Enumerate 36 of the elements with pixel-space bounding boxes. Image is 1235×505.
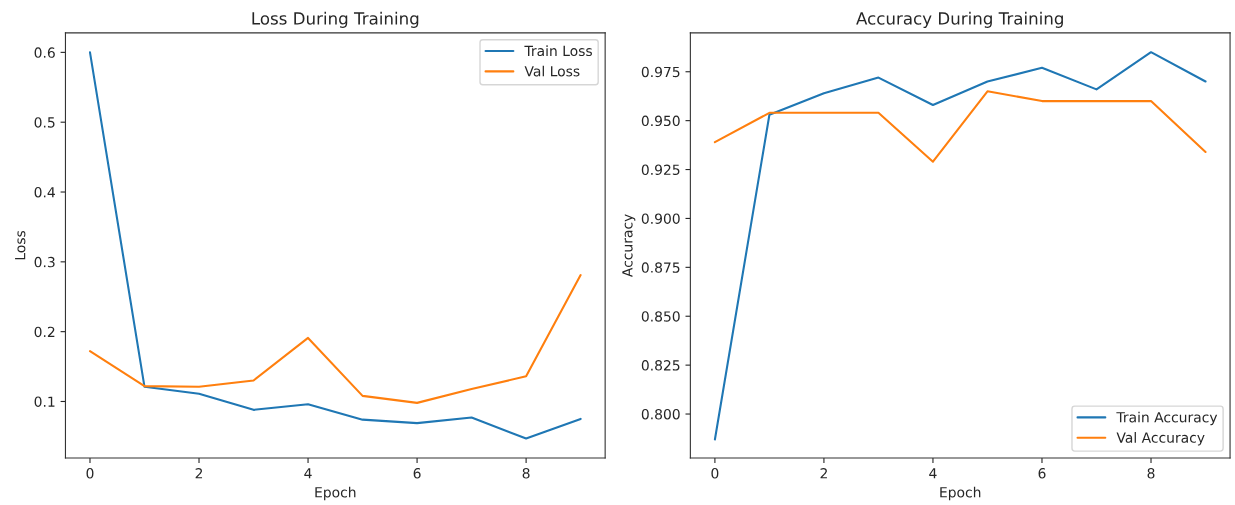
legend-label: Val Accuracy <box>1116 432 1205 446</box>
x-tick-label: 0 <box>86 468 94 479</box>
y-tick-label: 0.5 <box>34 117 55 128</box>
legend-label: Train Loss <box>524 45 592 57</box>
x-axis-title: Epoch <box>940 486 981 501</box>
x-tick-label: 6 <box>1038 468 1046 479</box>
y-tick-label: 0.2 <box>34 326 55 338</box>
legend-label: Val Loss <box>524 65 580 77</box>
y-tick-label: 0.1 <box>34 396 55 407</box>
y-tick-label: 0.950 <box>641 115 680 127</box>
y-tick-label: 0.4 <box>34 186 55 198</box>
x-tick-label: 4 <box>929 468 937 479</box>
y-axis-title: Accuracy <box>622 214 636 278</box>
y-tick-label: 0.825 <box>641 360 680 371</box>
y-tick-label: 0.800 <box>641 409 680 420</box>
x-tick-label: 8 <box>1147 468 1155 479</box>
x-tick-label: 6 <box>413 468 421 479</box>
x-tick-label: 2 <box>195 468 203 479</box>
chart-title: Accuracy During Training <box>856 11 1063 28</box>
y-axis-title: Loss <box>15 230 26 260</box>
y-tick-label: 0.875 <box>641 262 680 273</box>
line-series <box>88 274 582 404</box>
chart-title: Loss During Training <box>252 11 419 28</box>
x-tick-label: 8 <box>522 468 530 479</box>
x-tick-label: 2 <box>820 468 827 479</box>
y-tick-label: 0.3 <box>34 256 55 268</box>
y-tick-label: 0.6 <box>34 47 55 58</box>
x-tick-label: 4 <box>304 468 312 479</box>
line-series <box>713 90 1207 163</box>
y-tick-label: 0.925 <box>641 164 680 176</box>
y-tick-label: 0.850 <box>641 311 680 322</box>
legend-label: Train Accuracy <box>1116 411 1218 426</box>
y-tick-label: 0.975 <box>641 66 680 78</box>
x-axis-title: Epoch <box>315 486 356 501</box>
x-tick-label: 0 <box>711 468 719 479</box>
y-tick-label: 0.900 <box>641 213 680 224</box>
